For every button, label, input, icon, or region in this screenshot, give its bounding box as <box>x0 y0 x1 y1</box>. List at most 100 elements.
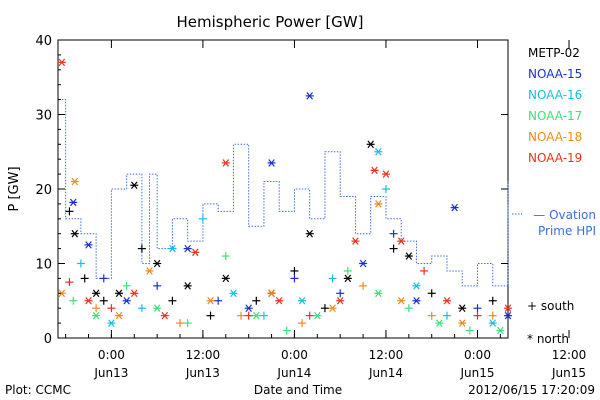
point-north <box>275 296 284 305</box>
x-tick-time: 12:00 <box>552 348 587 362</box>
point-north <box>458 304 467 312</box>
point-south <box>290 274 299 283</box>
x-tick-date: Jun15 <box>551 366 586 380</box>
point-south <box>69 296 78 305</box>
point-north <box>412 296 421 305</box>
point-north <box>70 177 79 186</box>
point-south <box>427 311 436 320</box>
point-north <box>504 311 512 320</box>
y-tick-label: 30 <box>35 109 52 124</box>
point-north <box>267 159 276 167</box>
point-north <box>191 248 200 257</box>
point-south <box>183 319 192 328</box>
y-tick-label: 0 <box>44 332 52 347</box>
point-north <box>244 304 253 312</box>
point-north <box>130 289 139 298</box>
point-north <box>69 198 78 207</box>
point-north <box>130 181 139 190</box>
point-south <box>198 214 207 223</box>
point-south <box>343 266 352 275</box>
point-north <box>298 296 307 305</box>
point-north <box>160 311 169 320</box>
point-north <box>351 237 360 245</box>
data-points <box>57 58 512 335</box>
legend-item: NOAA-19 <box>528 151 582 165</box>
point-south <box>282 326 291 335</box>
point-south <box>176 319 185 328</box>
point-north <box>221 159 230 167</box>
chart-title: Hemispheric Power [GW] <box>177 13 364 31</box>
x-tick-date: Jun14 <box>276 366 311 380</box>
point-south <box>214 296 223 305</box>
footer-left: Plot: CCMC <box>5 383 71 397</box>
point-north <box>57 58 66 67</box>
timestamp: 2012/06/15 17:20:09 <box>468 383 595 397</box>
legend-south: + south <box>527 299 574 313</box>
point-north <box>450 203 459 212</box>
point-south <box>328 274 337 283</box>
legend-item: NOAA-15 <box>528 67 582 81</box>
legend-ovation-label: — Ovation <box>533 208 596 222</box>
x-tick-time: 0:00 <box>98 348 125 362</box>
point-north <box>115 289 124 298</box>
legend-item: NOAA-17 <box>528 109 582 123</box>
point-north <box>397 296 406 305</box>
x-axis-label: Date and Time <box>254 383 342 397</box>
y-tick-label: 10 <box>35 258 52 273</box>
point-south <box>252 296 261 305</box>
point-north <box>305 92 314 100</box>
point-south <box>122 281 131 290</box>
point-north <box>267 289 276 298</box>
point-north <box>359 259 368 268</box>
point-north <box>328 304 337 312</box>
point-south <box>442 311 451 320</box>
point-north <box>374 147 383 156</box>
point-south <box>488 296 497 305</box>
legend-item: NOAA-16 <box>528 88 582 102</box>
point-south <box>80 274 89 283</box>
point-north <box>145 267 154 275</box>
plot-area: 0 10 20 30 40 0:00 Jun13 12:00 Jun13 0:00 Jun14 12:… <box>35 34 586 380</box>
point-north <box>313 311 322 320</box>
point-south <box>336 289 345 298</box>
x-tick-time: 12:00 <box>369 348 404 362</box>
point-north <box>442 296 451 305</box>
point-north <box>496 326 505 335</box>
point-north <box>374 289 383 298</box>
point-south <box>465 326 474 335</box>
point-north <box>115 311 124 320</box>
point-south <box>107 304 116 313</box>
point-south <box>381 185 390 193</box>
legend-item: METP-02 <box>528 46 580 60</box>
x-tick-date: Jun13 <box>185 366 220 380</box>
point-south <box>359 281 368 290</box>
point-north <box>435 319 444 327</box>
point-south <box>488 311 497 320</box>
point-north <box>168 244 177 253</box>
legend-item: NOAA-18 <box>528 130 582 144</box>
point-north <box>153 259 162 268</box>
plot-frame <box>57 39 509 339</box>
point-north <box>84 241 93 249</box>
legend-north: * north <box>527 332 569 346</box>
point-north <box>370 166 379 175</box>
point-south <box>420 266 429 275</box>
x-tick-time: 0:00 <box>464 348 491 362</box>
point-north <box>381 170 390 178</box>
ovation-hpi-path <box>61 99 509 287</box>
point-north <box>70 229 79 238</box>
point-south <box>206 311 215 320</box>
x-tick-date: Jun13 <box>93 366 128 380</box>
point-south <box>137 304 146 313</box>
point-south <box>65 278 74 287</box>
point-north <box>374 200 383 208</box>
point-south <box>320 304 329 313</box>
point-south <box>259 311 268 320</box>
point-north <box>229 289 238 298</box>
axis-ticks: 0 10 20 30 40 0:00 Jun13 12:00 Jun13 0:00 Jun14 12:… <box>35 34 586 380</box>
point-south <box>153 281 162 290</box>
point-north <box>122 296 131 305</box>
point-north <box>343 274 352 283</box>
point-north <box>336 296 345 305</box>
point-south <box>427 289 436 298</box>
